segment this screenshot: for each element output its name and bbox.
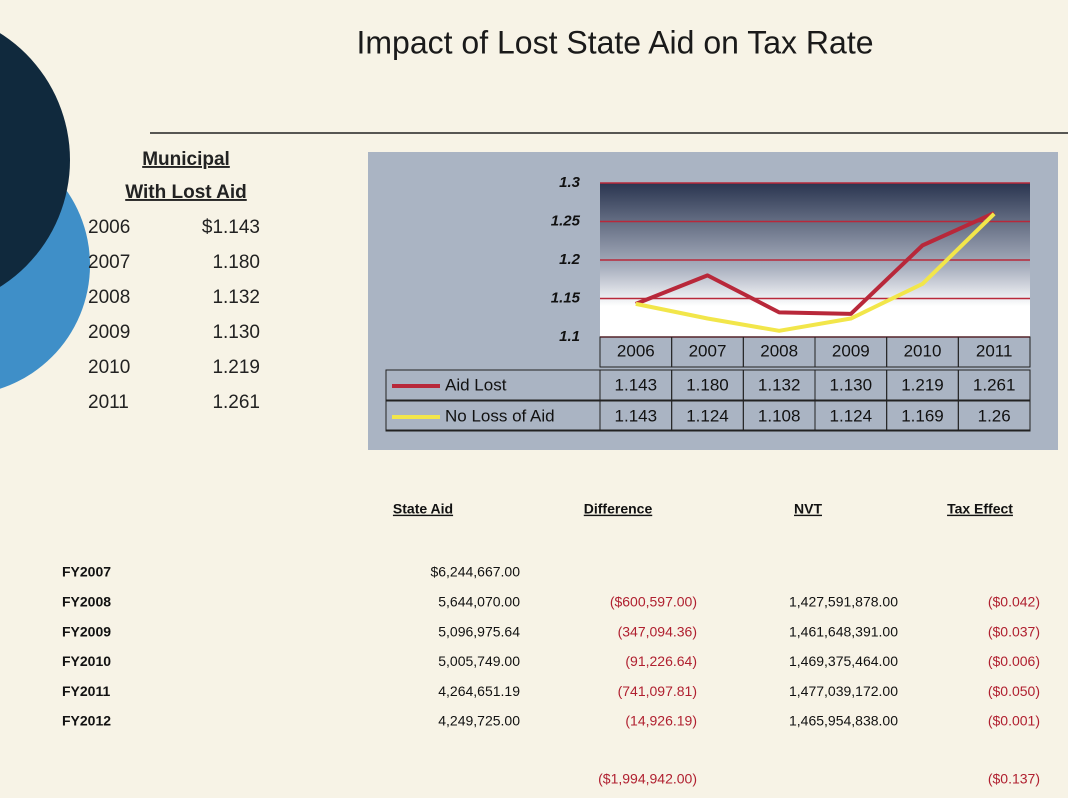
table-cell: (347,094.36) bbox=[618, 623, 697, 639]
data-label: 1.169 bbox=[901, 406, 944, 425]
table-cell: 5,644,070.00 bbox=[438, 594, 520, 610]
table-header: State Aid bbox=[393, 501, 453, 517]
table-cell: 5,005,749.00 bbox=[438, 653, 520, 669]
data-label: 1.180 bbox=[686, 375, 729, 394]
table-cell: (91,226.64) bbox=[625, 653, 697, 669]
row-label: FY2012 bbox=[62, 713, 111, 729]
municipal-value: 1.130 bbox=[212, 322, 260, 343]
legend-label: Aid Lost bbox=[445, 375, 507, 394]
total-cell: ($0.137) bbox=[988, 771, 1040, 787]
table-cell: 4,264,651.19 bbox=[438, 683, 520, 699]
row-label: FY2007 bbox=[62, 564, 111, 580]
municipal-value: 1.132 bbox=[212, 287, 260, 308]
y-tick-label: 1.15 bbox=[551, 289, 581, 306]
table-cell bbox=[957, 369, 1031, 401]
table-cell: 4,249,725.00 bbox=[438, 713, 520, 729]
table-header: Difference bbox=[584, 501, 653, 517]
table-cell: ($0.037) bbox=[988, 623, 1040, 639]
table-header: NVT bbox=[794, 501, 822, 517]
municipal-value: 1.180 bbox=[212, 252, 260, 273]
table-cell: ($0.050) bbox=[988, 683, 1040, 699]
municipal-year: 2007 bbox=[88, 252, 130, 273]
decor-circle-dark bbox=[0, 33, 70, 287]
municipal-value: 1.219 bbox=[212, 357, 260, 378]
data-label: 1.108 bbox=[758, 406, 801, 425]
legend-label: No Loss of Aid bbox=[445, 406, 555, 425]
series-line bbox=[635, 211, 995, 316]
data-label: 1.124 bbox=[830, 406, 873, 425]
table-cell: 1,465,954,838.00 bbox=[789, 713, 898, 729]
y-tick-label: 1.3 bbox=[559, 174, 581, 191]
data-label: 1.261 bbox=[973, 375, 1016, 394]
table-cell: ($0.001) bbox=[988, 713, 1040, 729]
table-cell bbox=[957, 336, 1031, 368]
y-tick-label: 1.25 bbox=[551, 212, 581, 229]
x-tick-label: 2006 bbox=[617, 341, 655, 360]
municipal-year: 2010 bbox=[88, 357, 130, 378]
municipal-year: 2006 bbox=[88, 217, 130, 238]
y-tick-label: 1.2 bbox=[559, 251, 581, 268]
table-cell: (741,097.81) bbox=[618, 683, 697, 699]
table-cell bbox=[957, 400, 1031, 432]
table-cell: (14,926.19) bbox=[625, 713, 697, 729]
data-label: 1.124 bbox=[686, 406, 729, 425]
row-label: FY2009 bbox=[62, 623, 111, 639]
municipal-year: 2011 bbox=[88, 392, 129, 413]
data-label: 1.143 bbox=[615, 406, 658, 425]
municipal-subheading: With Lost Aid bbox=[125, 182, 247, 203]
data-label: 1.130 bbox=[830, 375, 873, 394]
municipal-heading: Municipal bbox=[142, 149, 230, 170]
table-header: Tax Effect bbox=[947, 501, 1013, 517]
data-label: 1.219 bbox=[901, 375, 944, 394]
municipal-year: 2008 bbox=[88, 287, 130, 308]
x-tick-label: 2007 bbox=[689, 341, 727, 360]
total-cell: ($1,994,942.00) bbox=[598, 771, 697, 787]
table-cell: 1,477,039,172.00 bbox=[789, 683, 898, 699]
municipal-value: $1.143 bbox=[202, 217, 260, 238]
table-cell: ($0.006) bbox=[988, 653, 1040, 669]
table-cell: ($0.042) bbox=[988, 594, 1040, 610]
table-cell: 1,469,375,464.00 bbox=[789, 653, 898, 669]
y-tick-label: 1.1 bbox=[559, 328, 580, 345]
series-line bbox=[635, 212, 996, 333]
table-cell: $6,244,667.00 bbox=[430, 564, 520, 580]
data-label: 1.26 bbox=[978, 406, 1011, 425]
x-tick-label: 2011 bbox=[976, 341, 1013, 360]
x-tick-label: 2009 bbox=[832, 341, 870, 360]
x-tick-label: 2010 bbox=[904, 341, 942, 360]
table-cell: 1,461,648,391.00 bbox=[789, 623, 898, 639]
row-label: FY2011 bbox=[62, 683, 110, 699]
municipal-value: 1.261 bbox=[212, 392, 260, 413]
table-cell: 5,096,975.64 bbox=[438, 623, 520, 639]
table-cell: ($600,597.00) bbox=[610, 594, 697, 610]
municipal-year: 2009 bbox=[88, 322, 130, 343]
table-cell: 1,427,591,878.00 bbox=[789, 594, 898, 610]
x-tick-label: 2008 bbox=[760, 341, 798, 360]
data-label: 1.132 bbox=[758, 375, 801, 394]
title: Impact of Lost State Aid on Tax Rate bbox=[356, 24, 873, 60]
data-label: 1.143 bbox=[615, 375, 658, 394]
row-label: FY2010 bbox=[62, 653, 111, 669]
row-label: FY2008 bbox=[62, 594, 111, 610]
